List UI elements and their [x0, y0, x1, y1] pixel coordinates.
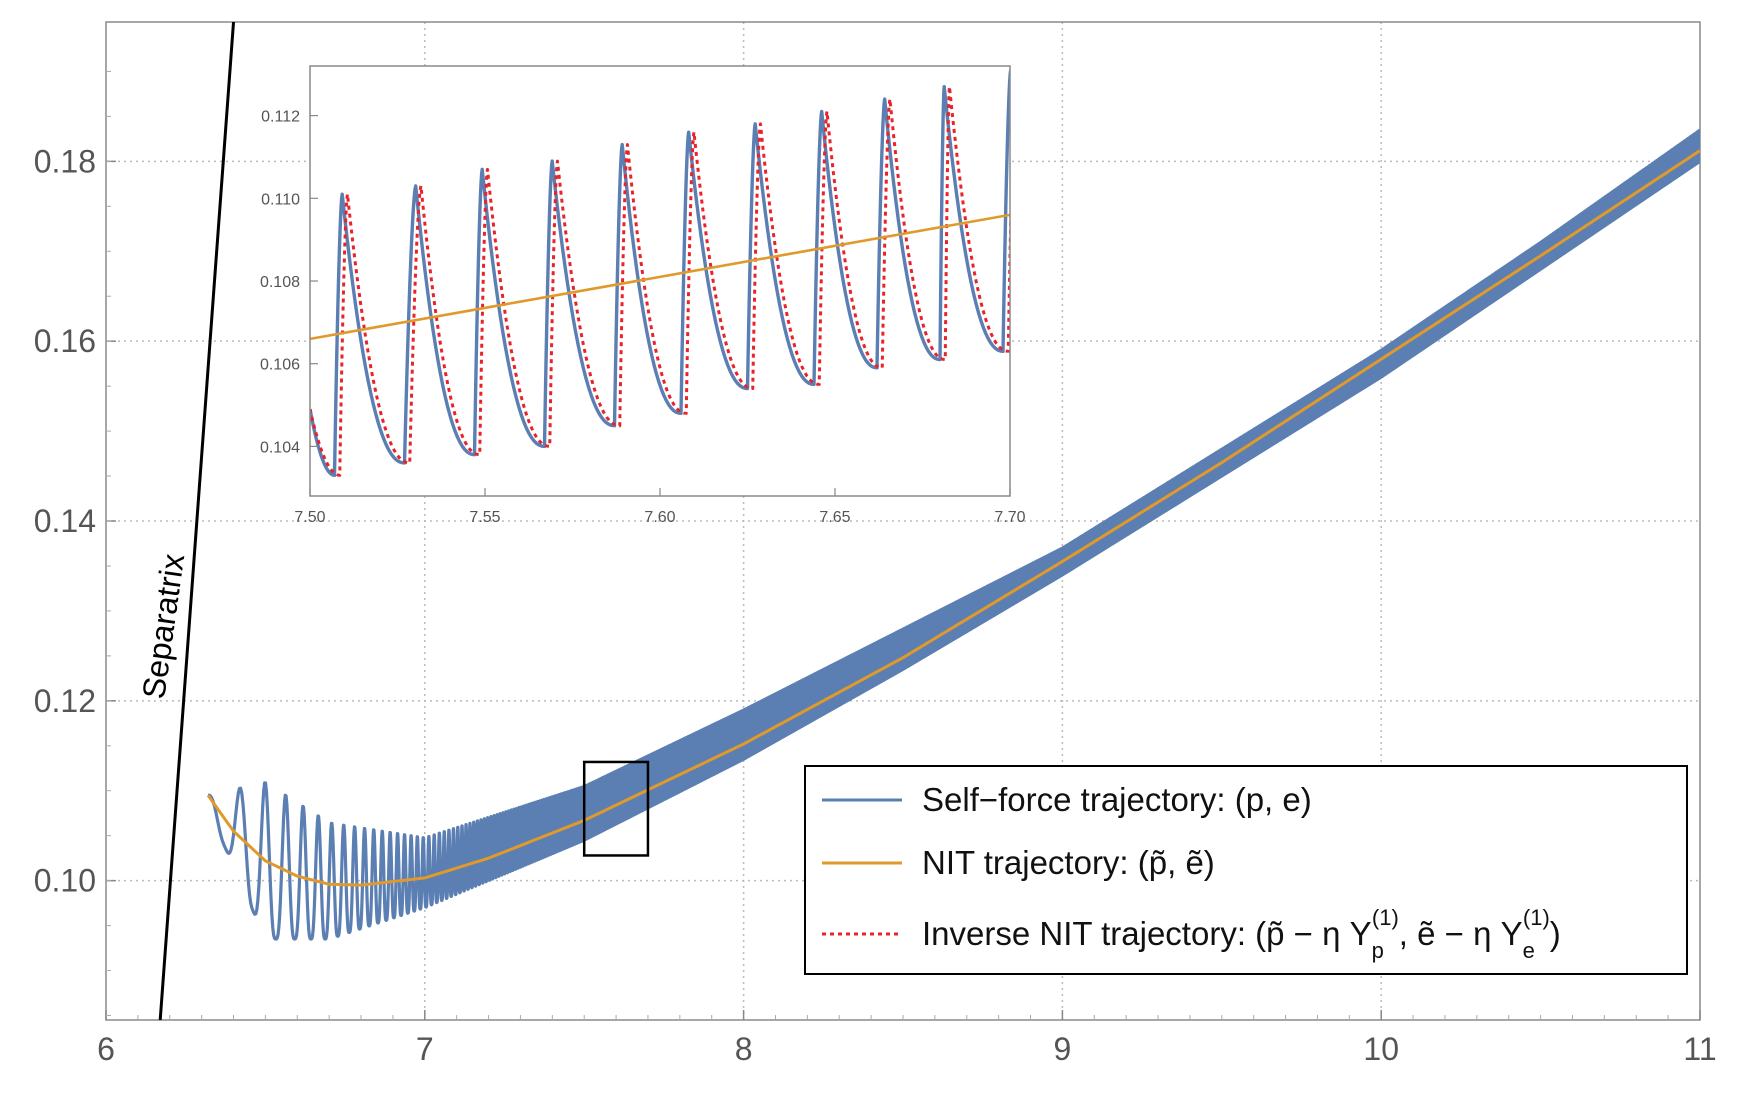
- main-y-tick-label: 0.12: [34, 683, 96, 719]
- inset-x-tick-label: 7.50: [294, 509, 325, 526]
- legend-label-nit: NIT trajectory: (p̃, ẽ): [922, 844, 1215, 881]
- inset-x-tick-label: 7.60: [644, 509, 675, 526]
- separatrix-line: [158, 22, 236, 1020]
- legend-label-self-force: Self−force trajectory: (p, e): [922, 781, 1312, 818]
- inset-x-tick-label: 7.55: [469, 509, 500, 526]
- inset-y-tick-label: 0.108: [260, 274, 300, 291]
- legend-box: [804, 765, 1688, 975]
- inset-y-tick-label: 0.112: [261, 109, 300, 126]
- main-x-tick-label: 9: [1054, 1031, 1072, 1067]
- zoom-box: [582, 760, 650, 857]
- main-x-axis: 6 7 8 9 10 11: [97, 1010, 1717, 1067]
- inset-y-tick-label: 0.106: [260, 357, 300, 374]
- inset-background: [310, 66, 1010, 496]
- inset-self-force-line: [310, 69, 1010, 478]
- main-y-tick-label: 0.18: [34, 143, 96, 179]
- separatrix-label: Separatrix: [135, 552, 191, 701]
- legend: Self−force trajectory: (p, e) NIT trajec…: [804, 765, 1688, 975]
- main-x-tick-label: 11: [1683, 1031, 1716, 1067]
- inset-y-axis: 0.104 0.106 0.108 0.110 0.112: [260, 109, 318, 456]
- inset-x-tick-label: 7.65: [819, 509, 850, 526]
- main-y-axis: 0.10 0.12 0.14 0.16 0.18: [34, 70, 116, 1017]
- main-y-tick-label: 0.16: [34, 323, 96, 359]
- inset-x-tick-label: 7.70: [994, 509, 1025, 526]
- separatrix-series: [158, 22, 236, 1020]
- main-y-tick-label: 0.14: [34, 503, 96, 539]
- inset-x-axis: 7.50 7.55 7.60 7.65 7.70: [294, 488, 1026, 526]
- inset-y-tick-label: 0.110: [261, 191, 300, 208]
- inset-nit-trajectory-series: [310, 213, 1010, 341]
- inset-inverse-nit-trajectory-series: [310, 85, 1010, 477]
- main-x-tick-label: 6: [97, 1031, 115, 1067]
- inset-inverse-nit-line: [310, 85, 1010, 477]
- main-x-tick-label: 8: [735, 1031, 753, 1067]
- main-x-tick-label: 7: [416, 1031, 434, 1067]
- inset-self-force-trajectory-series: [310, 69, 1010, 478]
- main-x-tick-label: 10: [1363, 1031, 1399, 1067]
- nit-trajectory-series: [206, 149, 1700, 887]
- inset-y-tick-label: 0.104: [260, 439, 300, 456]
- nit-trajectory-line: [206, 149, 1700, 887]
- main-y-tick-label: 0.10: [34, 863, 96, 899]
- inset-nit-line: [310, 213, 1010, 341]
- legend-label-inverse-nit: Inverse NIT trajectory: (p̃ − η Yp(1), e…: [922, 905, 1561, 963]
